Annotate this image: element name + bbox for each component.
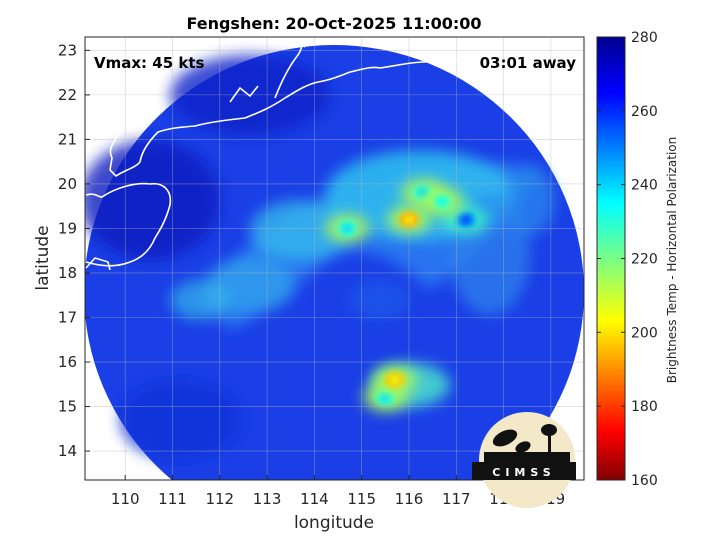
- convective-cell: [372, 365, 417, 394]
- time-away-annotation: 03:01 away: [480, 54, 577, 72]
- grid: [85, 37, 584, 480]
- axes: 1101111121131141151161171181191415161718…: [58, 36, 585, 508]
- y-tick-label: 19: [58, 219, 77, 237]
- x-tick-label: 116: [395, 490, 424, 508]
- x-tick-label: 112: [205, 490, 234, 508]
- colorbar-tick-label: 160: [631, 473, 658, 489]
- logo-tower-tank: [541, 424, 557, 436]
- logo-building: [484, 452, 570, 462]
- x-tick-label: 115: [347, 490, 376, 508]
- y-tick-label: 14: [58, 442, 77, 460]
- colorbar-tick-label: 280: [631, 30, 658, 46]
- x-tick-label: 113: [253, 490, 282, 508]
- x-axis-title: longitude: [294, 513, 374, 533]
- colorbar: 160 180 200 220 240 260 280 Brightness Temp - …: [596, 30, 679, 489]
- y-axis-title: latitude: [33, 225, 53, 290]
- colorbar-ticks: 160 180 200 220 240 260 280: [597, 30, 658, 489]
- plot-frame: [84, 36, 585, 481]
- scan-disc: [85, 45, 584, 480]
- colorbar-tick-label: 180: [631, 399, 658, 415]
- cell-core: [390, 375, 399, 384]
- convective-cell: [420, 187, 465, 216]
- logo-banner: [472, 462, 576, 480]
- cell-core: [381, 393, 390, 402]
- cell-core: [438, 197, 447, 206]
- y-tick-label: 15: [58, 398, 77, 416]
- colorbar-tick-label: 200: [631, 325, 658, 341]
- x-tick-label: 111: [158, 490, 187, 508]
- y-tick-label: 20: [58, 175, 77, 193]
- y-tick-label: 23: [58, 41, 77, 59]
- y-tick-label: 17: [58, 308, 77, 326]
- colorbar-tick-label: 260: [631, 104, 658, 120]
- vmax-annotation: Vmax: 45 kts: [94, 54, 204, 72]
- cell-core: [461, 215, 470, 224]
- logo-text: CIMSS: [492, 466, 555, 479]
- colorbar-tick-label: 220: [631, 252, 658, 268]
- x-tick-label: 117: [442, 490, 471, 508]
- cimss-logo: CIMSS: [472, 412, 576, 508]
- y-tick-label: 22: [58, 86, 77, 104]
- x-tick-label: 110: [111, 490, 140, 508]
- y-tick-label: 21: [58, 130, 77, 148]
- colorbar-label: Brightness Temp - Horizontal Polarizatio…: [665, 137, 679, 384]
- y-tick-label: 16: [58, 353, 77, 371]
- coastline: [85, 45, 496, 479]
- y-tick-label: 18: [58, 264, 77, 282]
- logo-dish-small: [515, 441, 531, 453]
- chart-title: Fengshen: 20-Oct-2025 11:00:00: [186, 14, 481, 33]
- colorbar-gradient: [596, 36, 626, 481]
- scan-area: [85, 45, 584, 480]
- colorbar-tick-label: 240: [631, 178, 658, 194]
- logo-tower-leg: [548, 430, 551, 470]
- x-tick-label: 114: [300, 490, 329, 508]
- logo-dish-large: [492, 429, 518, 447]
